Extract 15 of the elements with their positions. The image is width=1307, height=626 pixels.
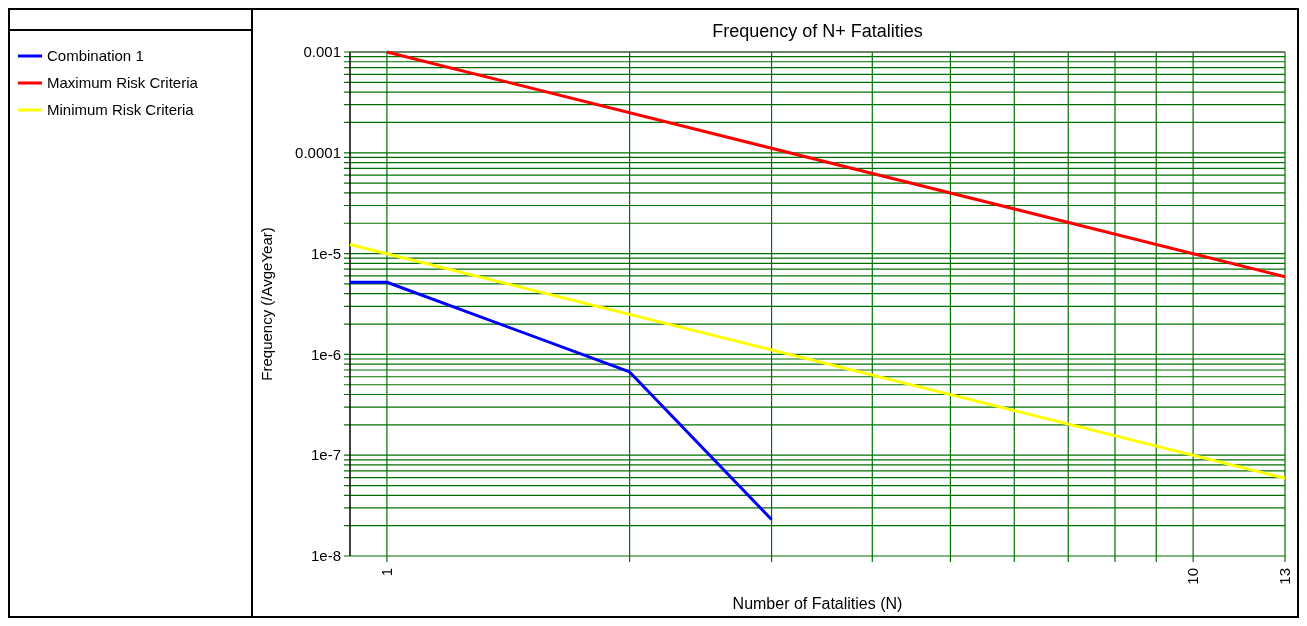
x-axis-title: Number of Fatalities (N) bbox=[732, 595, 903, 612]
x-tick-label: 1 bbox=[378, 568, 396, 577]
y-tick-label: 1e-5 bbox=[310, 244, 341, 262]
y-tick-label: 1e-6 bbox=[310, 345, 341, 363]
y-tick-label: 0.0001 bbox=[295, 144, 341, 162]
y-tick-label: 1e-8 bbox=[310, 547, 341, 565]
y-tick-label: 0.001 bbox=[303, 43, 341, 61]
x-tick-label: 10 bbox=[1184, 568, 1202, 585]
y-axis-title: Frequency (/AvgeYear) bbox=[258, 227, 275, 381]
x-tick-label: 13 bbox=[1276, 568, 1294, 585]
y-tick-label: 1e-7 bbox=[310, 446, 341, 464]
chart-title: Frequency of N+ Fatalities bbox=[712, 21, 923, 41]
legend-label: Combination 1 bbox=[47, 47, 144, 64]
legend-label: Maximum Risk Criteria bbox=[47, 74, 199, 91]
legend-label: Minimum Risk Criteria bbox=[47, 101, 195, 118]
